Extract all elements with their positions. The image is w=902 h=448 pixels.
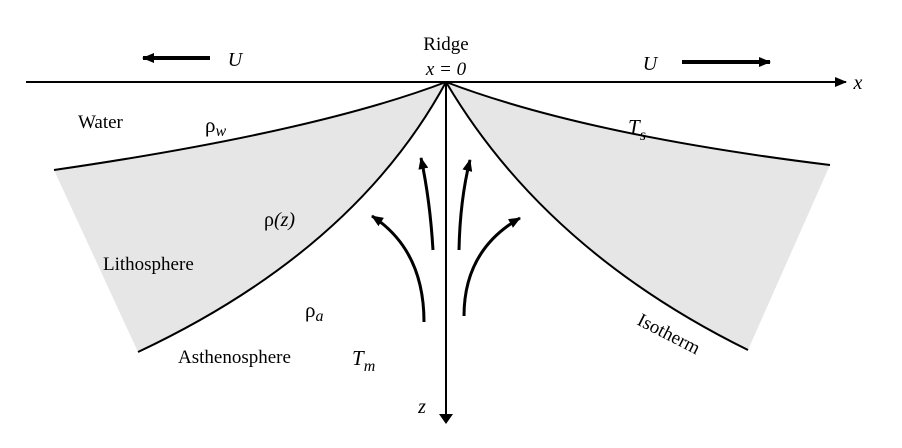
rho-w-label: ρw (205, 113, 226, 140)
rho-w-subscript: w (215, 123, 226, 140)
isotherm-left-line (137, 81, 447, 353)
rho-z-argument: (z) (274, 209, 295, 231)
z-axis-label: z (417, 396, 426, 418)
upwelling-arrow-far-left (371, 214, 426, 323)
tm-symbol: T (352, 346, 365, 370)
upwelling-arrow-far-right (462, 216, 521, 317)
water-label: Water (78, 112, 124, 133)
lithosphere-label: Lithosphere (103, 254, 194, 275)
rho-a-symbol: ρ (305, 298, 315, 322)
asthenosphere-label: Asthenosphere (178, 347, 291, 368)
x-axis-label: x (853, 72, 863, 94)
tm-label: Tm (352, 346, 375, 375)
u-right-label: U (643, 53, 659, 75)
ts-label: Ts (628, 115, 646, 144)
ts-symbol: T (628, 115, 641, 139)
upwelling-arrow-left (418, 157, 435, 251)
isotherm-right-line (445, 81, 749, 351)
seafloor-right-line (445, 81, 831, 166)
seafloor-left-line (53, 81, 447, 171)
rho-z-label: ρ(z) (264, 209, 295, 231)
rho-a-label: ρa (305, 298, 323, 325)
rho-z-symbol: ρ (264, 209, 274, 231)
rho-w-symbol: ρ (205, 113, 215, 137)
lithosphere-left-region (54, 82, 446, 352)
upwelling-arrow-right (457, 159, 473, 251)
u-left-label: U (228, 49, 244, 71)
rho-a-subscript: a (315, 308, 323, 325)
ridge-label: Ridge (423, 34, 468, 55)
lithosphere-right-region (446, 82, 830, 350)
tm-subscript: m (364, 358, 376, 375)
ts-subscript: s (640, 127, 646, 144)
x-origin-label: x = 0 (425, 59, 467, 80)
